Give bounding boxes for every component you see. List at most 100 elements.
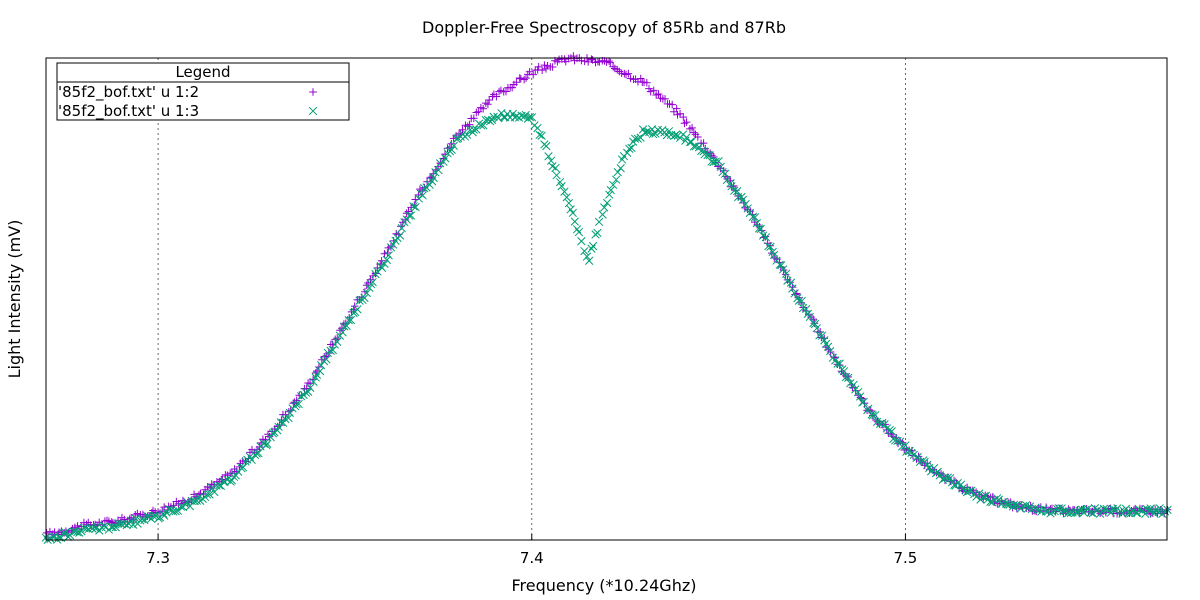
data-point [527,113,537,122]
data-point [568,208,577,218]
data-point [520,75,528,84]
data-point [294,399,303,409]
data-point [679,113,688,121]
data-point [778,265,788,274]
data-point [340,322,349,331]
data-point [825,346,835,356]
data-point [1059,507,1068,516]
data-point [534,63,543,71]
data-point [1081,505,1090,514]
data-point [100,521,109,531]
data-point [730,186,739,195]
data-point [276,418,285,427]
plot-frame [45,57,1168,541]
x-tick-label: 7.4 [520,549,544,567]
data-point [1098,507,1107,516]
data-point [714,157,723,166]
data-point [463,130,472,139]
data-point [661,95,669,103]
data-point [748,212,758,221]
data-point [636,74,645,83]
data-point [737,192,746,202]
data-point [207,483,217,493]
data-point [823,342,833,351]
data-point [793,294,802,303]
data-point [181,500,190,509]
data-point [896,437,905,446]
data-point [643,78,651,87]
data-point [164,504,173,514]
data-point [738,195,748,204]
data-point [1124,509,1133,518]
data-point [411,202,420,212]
data-point [322,355,331,364]
data-point [542,65,550,73]
data-point [868,411,877,420]
data-point [176,502,186,511]
data-point [254,448,263,458]
data-point [798,303,808,313]
data-point [797,296,806,306]
data-point [577,237,586,246]
data-point [1003,500,1012,509]
data-point [425,180,434,189]
data-point [750,213,760,222]
data-point [752,218,762,228]
data-point [802,304,811,314]
data-point [1012,500,1021,510]
data-point [449,141,458,150]
data-point [1048,507,1057,516]
data-point [1041,507,1051,516]
data-point [521,110,530,120]
data-point [688,124,696,132]
data-point [878,418,887,428]
data-point [515,74,524,82]
data-point [382,255,391,265]
data-point [761,233,771,242]
data-point [588,241,598,251]
data-point [1135,505,1144,514]
data-point [404,207,413,216]
data-point [137,514,147,524]
data-point [611,175,621,184]
data-point [651,129,660,138]
data-point [542,141,551,151]
data-point [851,386,860,395]
data-point [397,224,406,233]
data-point [306,383,315,392]
data-point [703,150,712,160]
data-point [788,284,797,293]
data-point [606,185,615,195]
data-point [522,74,530,82]
data-point [756,224,765,234]
data-point [492,92,501,101]
data-point [285,408,294,418]
data-point [405,211,414,220]
data-point [373,264,382,272]
data-point [562,193,571,202]
data-point [342,321,351,331]
data-point [335,331,345,340]
data-point [406,211,416,220]
x-tick-label: 7.5 [894,549,918,567]
data-point [587,244,596,253]
data-point [517,74,525,83]
legend-entry-1: '85f2_bof.txt' u 1:2 [58,83,199,102]
data-point [540,61,549,69]
data-point [775,260,784,269]
data-point [418,191,427,200]
data-point [642,127,652,136]
data-point [474,107,483,116]
data-point [754,224,764,233]
data-point [668,100,677,109]
data-point [479,121,488,130]
data-point [864,404,873,413]
data-point [893,436,902,446]
data-point [764,241,773,251]
data-point [598,210,607,219]
data-point [790,289,799,298]
data-point [766,242,775,251]
series-1 [42,52,1172,541]
data-point [1018,501,1028,511]
